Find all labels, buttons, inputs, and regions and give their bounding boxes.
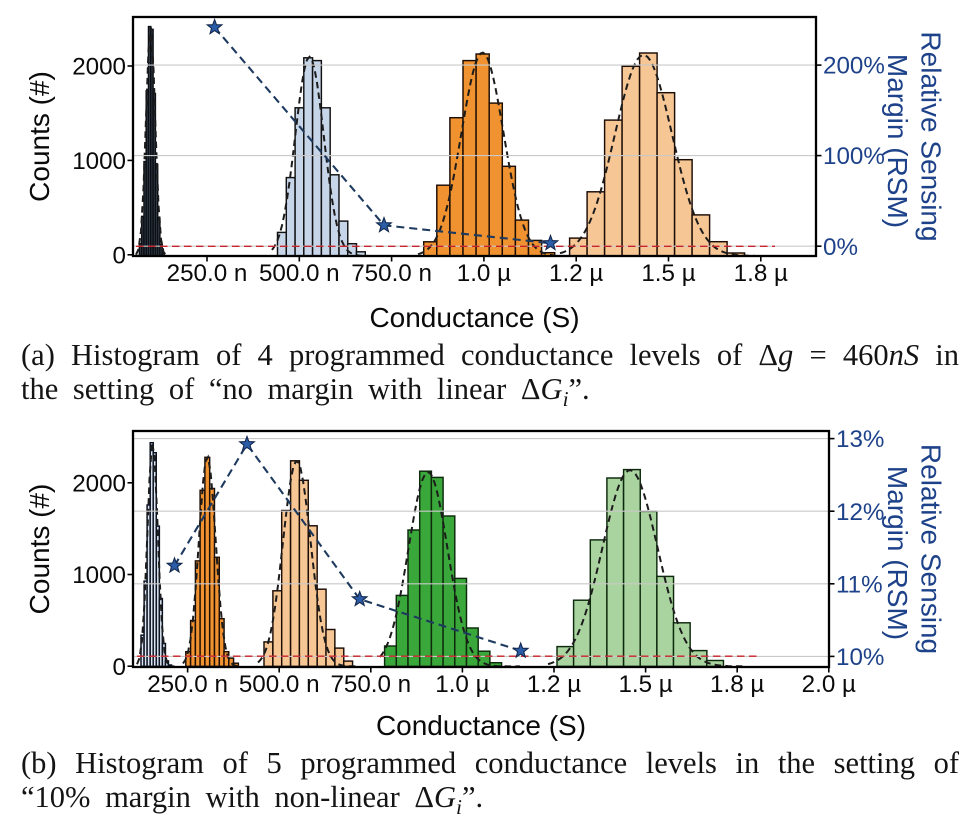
svg-text:Counts (#): Counts (#) [24,484,55,615]
svg-text:100%: 100% [823,143,885,170]
svg-text:500.0 n: 500.0 n [259,260,340,287]
svg-text:Counts (#): Counts (#) [24,71,55,202]
svg-text:1.8 µ: 1.8 µ [734,260,788,287]
svg-text:2000: 2000 [72,470,126,497]
svg-text:1.2 µ: 1.2 µ [549,260,603,287]
svg-text:1.5 µ: 1.5 µ [618,671,672,698]
svg-text:0%: 0% [823,234,858,261]
svg-text:1.8 µ: 1.8 µ [710,671,764,698]
svg-text:750.0 n: 750.0 n [330,671,411,698]
svg-text:13%: 13% [836,426,884,453]
svg-text:Relative Sensing: Relative Sensing [916,444,947,654]
svg-text:250.0 n: 250.0 n [147,671,228,698]
svg-text:1.5 µ: 1.5 µ [641,260,695,287]
svg-text:2.0 µ: 2.0 µ [802,671,856,698]
svg-text:1.2 µ: 1.2 µ [527,671,581,698]
svg-text:1000: 1000 [72,562,126,589]
svg-text:250.0 n: 250.0 n [167,260,248,287]
svg-text:1.0 µ: 1.0 µ [435,671,489,698]
svg-text:750.0 n: 750.0 n [351,260,432,287]
svg-text:0: 0 [113,654,126,681]
svg-text:12%: 12% [836,499,884,526]
svg-text:2000: 2000 [72,54,126,81]
svg-text:10%: 10% [836,644,884,671]
svg-text:Conductance (S): Conductance (S) [369,302,579,333]
svg-text:1000: 1000 [72,148,126,175]
svg-text:Margin (RSM): Margin (RSM) [882,54,913,228]
svg-text:Margin (RSM): Margin (RSM) [882,466,913,640]
svg-text:11%: 11% [836,571,883,598]
svg-text:500.0 n: 500.0 n [239,671,320,698]
svg-text:Relative Sensing: Relative Sensing [916,31,947,241]
svg-text:1.0 µ: 1.0 µ [457,260,511,287]
svg-text:0: 0 [113,242,126,269]
svg-text:200%: 200% [823,53,885,80]
svg-text:Conductance (S): Conductance (S) [376,710,586,741]
